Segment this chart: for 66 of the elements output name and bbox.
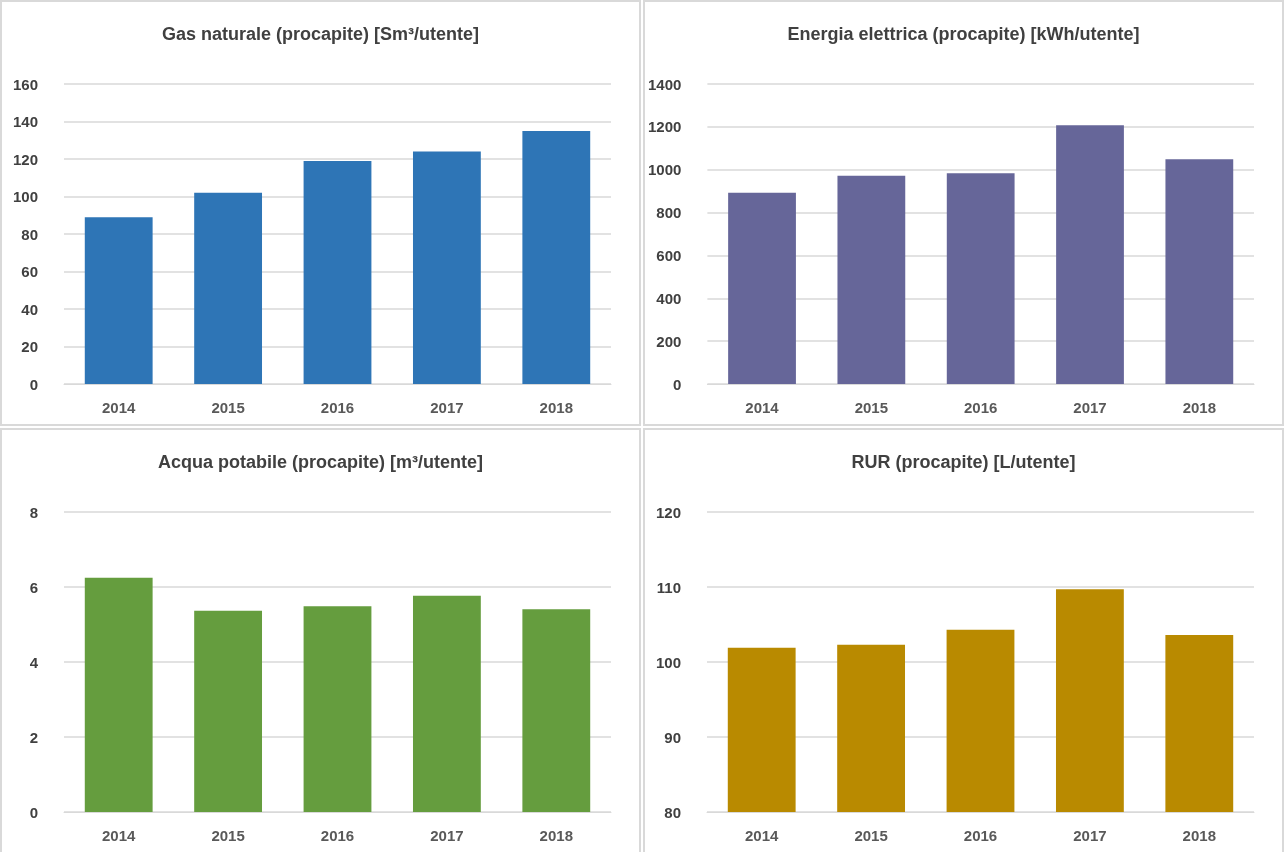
bar — [728, 192, 796, 384]
bar — [837, 175, 906, 384]
y-tick-label: 140 — [12, 113, 38, 130]
y-tick-label: 0 — [673, 375, 682, 393]
x-tick-label: 2018 — [539, 399, 573, 416]
bar — [84, 577, 153, 812]
bar — [1056, 125, 1124, 384]
bar — [412, 595, 481, 812]
bar — [522, 609, 591, 812]
y-tick-label: 60 — [21, 263, 38, 280]
bar — [1165, 159, 1234, 384]
x-tick-label: 2015 — [211, 399, 245, 416]
x-tick-label: 2015 — [854, 399, 889, 416]
y-tick-label: 800 — [656, 204, 682, 222]
y-tick-label: 120 — [655, 503, 681, 521]
y-tick-label: 90 — [664, 728, 681, 746]
x-tick-label: 2017 — [1073, 399, 1107, 416]
x-tick-label: 2014 — [745, 399, 780, 416]
bar — [303, 606, 372, 812]
y-tick-label: 4 — [29, 653, 39, 671]
y-tick-label: 0 — [29, 803, 38, 821]
x-tick-label: 2016 — [963, 827, 998, 844]
x-tick-label: 2015 — [211, 827, 245, 844]
y-tick-label: 100 — [12, 188, 38, 205]
x-tick-label: 2018 — [1182, 827, 1216, 844]
x-tick-label: 2015 — [854, 827, 888, 844]
bar — [194, 192, 263, 384]
chart-title: RUR (procapite) [L/utente] — [851, 452, 1076, 472]
y-tick-label: 110 — [656, 578, 681, 596]
y-tick-label: 0 — [29, 375, 38, 393]
x-tick-label: 2018 — [539, 827, 573, 844]
x-tick-label: 2017 — [430, 827, 464, 844]
bar — [946, 173, 1015, 384]
x-tick-label: 2016 — [964, 399, 998, 416]
chart-title: Gas naturale (procapite) [Sm³/utente] — [161, 24, 480, 44]
chart-title: Acqua potabile (procapite) [m³/utente] — [157, 452, 484, 472]
x-tick-label: 2014 — [745, 827, 780, 844]
y-tick-label: 200 — [656, 332, 682, 350]
y-tick-label: 6 — [29, 578, 38, 596]
x-tick-label: 2017 — [1073, 827, 1107, 844]
x-tick-label: 2014 — [102, 399, 137, 416]
y-tick-label: 1200 — [647, 118, 682, 136]
y-tick-label: 20 — [21, 338, 38, 355]
bar — [522, 130, 591, 384]
y-tick-label: 1000 — [647, 161, 682, 179]
y-tick-label: 2 — [29, 728, 38, 746]
bar — [194, 610, 263, 812]
chart-title: Energia elettrica (procapite) [kWh/utente] — [787, 24, 1140, 44]
x-tick-label: 2016 — [320, 399, 355, 416]
y-tick-label: 1400 — [647, 75, 682, 93]
y-tick-label: 80 — [21, 225, 38, 243]
y-tick-label: 100 — [655, 653, 681, 671]
y-tick-label: 80 — [664, 803, 681, 821]
y-tick-label: 400 — [656, 289, 682, 307]
bar — [412, 151, 481, 384]
x-tick-label: 2017 — [430, 399, 464, 416]
y-tick-label: 40 — [21, 300, 38, 318]
bar — [303, 160, 372, 384]
x-tick-label: 2016 — [320, 827, 355, 844]
y-tick-label: 120 — [12, 150, 38, 168]
x-tick-label: 2014 — [102, 827, 137, 844]
y-tick-label: 160 — [12, 75, 38, 93]
x-tick-label: 2018 — [1182, 399, 1217, 416]
bar — [84, 217, 153, 384]
y-tick-label: 600 — [656, 246, 682, 264]
y-tick-label: 8 — [29, 503, 38, 521]
